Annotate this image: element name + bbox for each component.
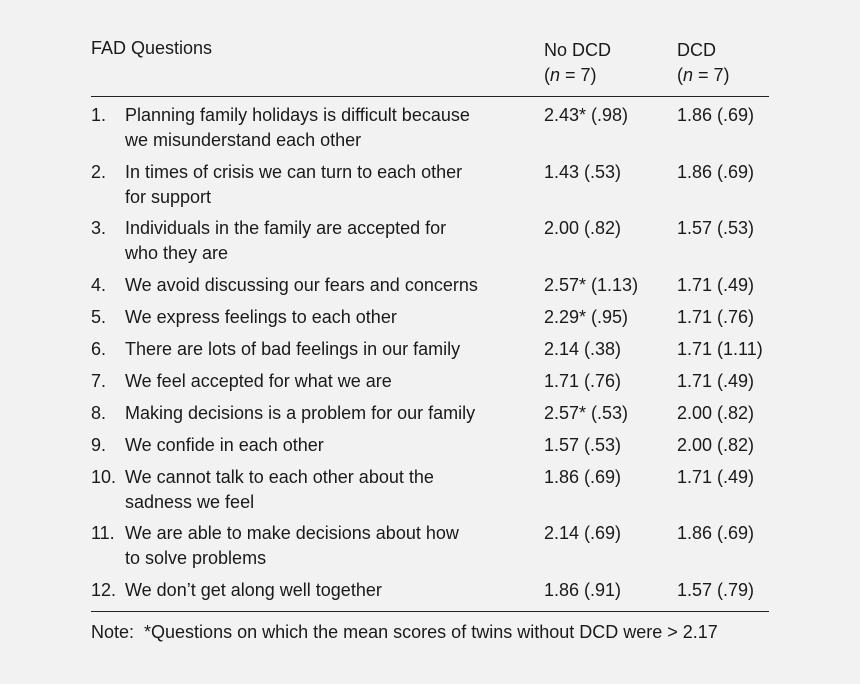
row-question: We express feelings to each other: [125, 306, 397, 327]
header-dcd-label: DCD: [677, 40, 716, 60]
row-question: We confide in each other: [125, 434, 324, 455]
table-row: 2. In times of crisis we can turn to eac…: [91, 160, 769, 217]
row-question: Individuals in the family are accepted f…: [125, 218, 447, 263]
table-row: 9. We confide in each other 1.57 (.53) 2…: [91, 433, 769, 465]
row-dcd-value: 1.71 (1.11): [677, 338, 763, 359]
row-dcd-value: 1.71 (.49): [677, 274, 755, 295]
row-question: We don’t get along well together: [125, 579, 382, 600]
row-dcd-value: 1.71 (.76): [677, 306, 755, 327]
row-question: There are lots of bad feelings in our fa…: [125, 338, 461, 359]
table-row: 3. Individuals in the family are accepte…: [91, 216, 769, 273]
row-no-dcd-value: 2.43* (.98): [544, 105, 629, 125]
row-number: 6.: [91, 338, 107, 359]
row-no-dcd-value: 1.71 (.76): [544, 370, 622, 391]
header-dcd: DCD (n = 7): [677, 38, 730, 88]
row-no-dcd-value: 2.57* (.53): [544, 402, 629, 423]
header-rule: [91, 96, 769, 97]
row-no-dcd-value: 2.29* (.95): [544, 306, 629, 327]
table-row: 5. We express feelings to each other 2.2…: [91, 305, 769, 337]
row-no-dcd-value: 2.57* (1.13): [544, 274, 639, 295]
row-dcd-value: 1.71 (.49): [677, 466, 755, 487]
table-row: 4. We avoid discussing our fears and con…: [91, 273, 769, 305]
table-row: 7. We feel accepted for what we are 1.71…: [91, 369, 769, 401]
row-number: 12.: [91, 579, 117, 600]
row-no-dcd-value: 2.00 (.82): [544, 218, 622, 238]
row-dcd-value: 1.71 (.49): [677, 370, 755, 391]
header-fad-questions: FAD Questions: [91, 38, 213, 58]
table-row: 11. We are able to make decisions about …: [91, 521, 769, 578]
table-row: 12. We don’t get along well together 1.8…: [91, 578, 769, 610]
row-question: We avoid discussing our fears and concer…: [125, 274, 478, 295]
row-question: We are able to make decisions about how t…: [125, 523, 459, 568]
row-no-dcd-value: 2.14 (.69): [544, 523, 622, 543]
row-question: Making decisions is a problem for our fa…: [125, 402, 476, 423]
row-question: In times of crisis we can turn to each o…: [125, 161, 463, 207]
row-number: 3.: [91, 218, 107, 238]
row-dcd-value: 1.57 (.79): [677, 579, 755, 600]
row-dcd-value: 2.00 (.82): [677, 434, 755, 455]
row-dcd-value: 1.86 (.69): [677, 523, 755, 543]
table-row: 10. We cannot talk to each other about t…: [91, 465, 769, 522]
fad-table: FAD Questions No DCD (n = 7) DCD (n = 7)…: [91, 34, 769, 612]
row-number: 1.: [91, 105, 107, 125]
row-number: 10.: [91, 466, 117, 487]
row-number: 2.: [91, 161, 107, 182]
header-no-dcd-label: No DCD: [544, 40, 612, 60]
header-no-dcd-n: (n = 7): [544, 65, 597, 85]
row-number: 5.: [91, 306, 107, 327]
header-no-dcd: No DCD (n = 7): [544, 38, 611, 88]
row-number: 8.: [91, 402, 107, 423]
table-row: 1. Planning family holidays is difficult…: [91, 103, 769, 160]
row-dcd-value: 1.57 (.53): [677, 218, 755, 238]
row-dcd-value: 1.86 (.69): [677, 105, 755, 125]
table-row: 8. Making decisions is a problem for our…: [91, 401, 769, 433]
row-no-dcd-value: 2.14 (.38): [544, 338, 622, 359]
row-number: 7.: [91, 370, 107, 391]
row-number: 9.: [91, 434, 107, 455]
row-dcd-value: 2.00 (.82): [677, 402, 755, 423]
row-question: We feel accepted for what we are: [125, 370, 392, 391]
row-question: Planning family holidays is difficult be…: [125, 105, 470, 150]
table-note: Note: *Questions on which the mean score…: [91, 622, 718, 642]
row-question: We cannot talk to each other about the sa…: [125, 466, 434, 512]
row-number: 4.: [91, 274, 107, 295]
bottom-rule: [91, 610, 769, 612]
header-dcd-n: (n = 7): [677, 65, 730, 85]
row-dcd-value: 1.86 (.69): [677, 161, 755, 182]
row-no-dcd-value: 1.57 (.53): [544, 434, 622, 455]
table-header: FAD Questions No DCD (n = 7) DCD (n = 7): [91, 34, 769, 96]
row-no-dcd-value: 1.43 (.53): [544, 161, 622, 182]
table-body: 1. Planning family holidays is difficult…: [91, 97, 769, 610]
row-number: 11.: [91, 523, 115, 543]
row-no-dcd-value: 1.86 (.69): [544, 466, 622, 487]
table-row: 6. There are lots of bad feelings in our…: [91, 337, 769, 369]
row-no-dcd-value: 1.86 (.91): [544, 579, 622, 600]
